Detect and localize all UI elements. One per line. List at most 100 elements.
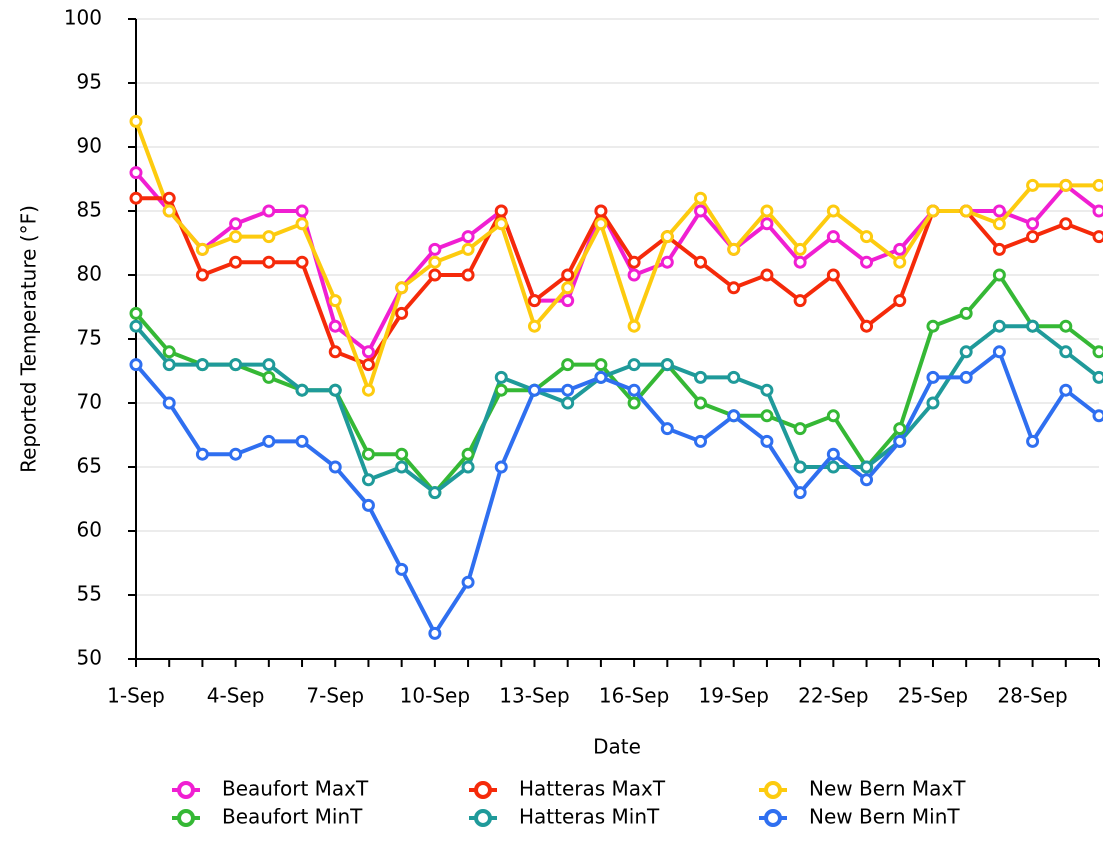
data-point — [860, 230, 874, 244]
data-point — [959, 306, 973, 320]
data-point — [1026, 230, 1040, 244]
data-point — [494, 204, 508, 218]
y-tick-label: 60 — [77, 518, 102, 542]
data-point — [793, 460, 807, 474]
data-point — [561, 358, 575, 372]
data-point — [229, 255, 243, 269]
series-line — [134, 349, 1101, 636]
data-point — [461, 268, 475, 282]
legend-marker — [764, 781, 782, 799]
data-point — [1026, 217, 1040, 231]
data-point — [594, 204, 608, 218]
x-axis-title: Date — [593, 735, 641, 759]
legend-marker — [474, 809, 492, 827]
data-point — [1092, 370, 1103, 384]
data-point — [760, 268, 774, 282]
data-point — [262, 434, 276, 448]
data-point — [395, 281, 409, 295]
data-point — [694, 434, 708, 448]
legend-label: Hatteras MinT — [519, 805, 660, 829]
y-tick-label: 95 — [77, 70, 102, 94]
data-point — [262, 230, 276, 244]
data-point — [561, 281, 575, 295]
data-point — [694, 191, 708, 205]
data-point — [727, 409, 741, 423]
data-point — [694, 370, 708, 384]
data-point — [461, 447, 475, 461]
legend-label: Hatteras MaxT — [519, 777, 666, 801]
data-point — [195, 242, 209, 256]
data-point — [494, 460, 508, 474]
data-point — [262, 255, 276, 269]
data-point — [594, 217, 608, 231]
data-point — [428, 268, 442, 282]
data-point — [395, 460, 409, 474]
data-point — [627, 319, 641, 333]
data-point — [860, 460, 874, 474]
data-point — [361, 447, 375, 461]
data-point — [826, 230, 840, 244]
data-point — [395, 447, 409, 461]
data-point — [893, 242, 907, 256]
data-point — [162, 204, 176, 218]
data-point — [793, 294, 807, 308]
data-point — [1059, 383, 1073, 397]
data-point — [926, 204, 940, 218]
data-point — [1026, 434, 1040, 448]
data-point — [1026, 319, 1040, 333]
legend-label: Beaufort MaxT — [222, 777, 369, 801]
data-point — [561, 268, 575, 282]
data-point — [959, 204, 973, 218]
y-axis-title: Reported Temperature (°F) — [17, 205, 41, 473]
data-point — [195, 268, 209, 282]
data-point — [860, 473, 874, 487]
data-point — [627, 396, 641, 410]
data-point — [627, 255, 641, 269]
data-point — [760, 434, 774, 448]
data-point — [295, 204, 309, 218]
data-point — [727, 242, 741, 256]
data-point — [1026, 178, 1040, 192]
data-point — [494, 370, 508, 384]
data-point — [229, 230, 243, 244]
data-point — [428, 255, 442, 269]
y-tick-label: 90 — [77, 134, 102, 158]
x-tick-label: 13-Sep — [499, 684, 569, 708]
data-point — [860, 255, 874, 269]
data-point — [461, 230, 475, 244]
data-point — [129, 306, 143, 320]
data-point — [727, 281, 741, 295]
data-point — [826, 268, 840, 282]
y-tick-label: 50 — [77, 646, 102, 670]
data-point — [328, 345, 342, 359]
data-point — [694, 396, 708, 410]
legend-marker — [177, 809, 195, 827]
data-point — [328, 460, 342, 474]
data-point — [428, 486, 442, 500]
data-point — [262, 358, 276, 372]
data-point — [992, 319, 1006, 333]
data-point — [793, 255, 807, 269]
x-tick-label: 1-Sep — [107, 684, 165, 708]
data-point — [295, 255, 309, 269]
data-point — [229, 217, 243, 231]
data-point — [262, 204, 276, 218]
y-tick-label: 70 — [77, 390, 102, 414]
data-point — [328, 294, 342, 308]
data-point — [461, 460, 475, 474]
data-point — [627, 358, 641, 372]
data-point — [162, 345, 176, 359]
x-tick-label: 19-Sep — [699, 684, 769, 708]
data-point — [760, 204, 774, 218]
data-point — [561, 383, 575, 397]
data-point — [760, 409, 774, 423]
data-point — [561, 294, 575, 308]
data-point — [1059, 178, 1073, 192]
data-point — [660, 358, 674, 372]
data-point — [328, 319, 342, 333]
data-point — [195, 447, 209, 461]
y-tick-label: 80 — [77, 262, 102, 286]
y-tick-label: 65 — [77, 454, 102, 478]
data-point — [395, 306, 409, 320]
y-tick-label: 85 — [77, 198, 102, 222]
